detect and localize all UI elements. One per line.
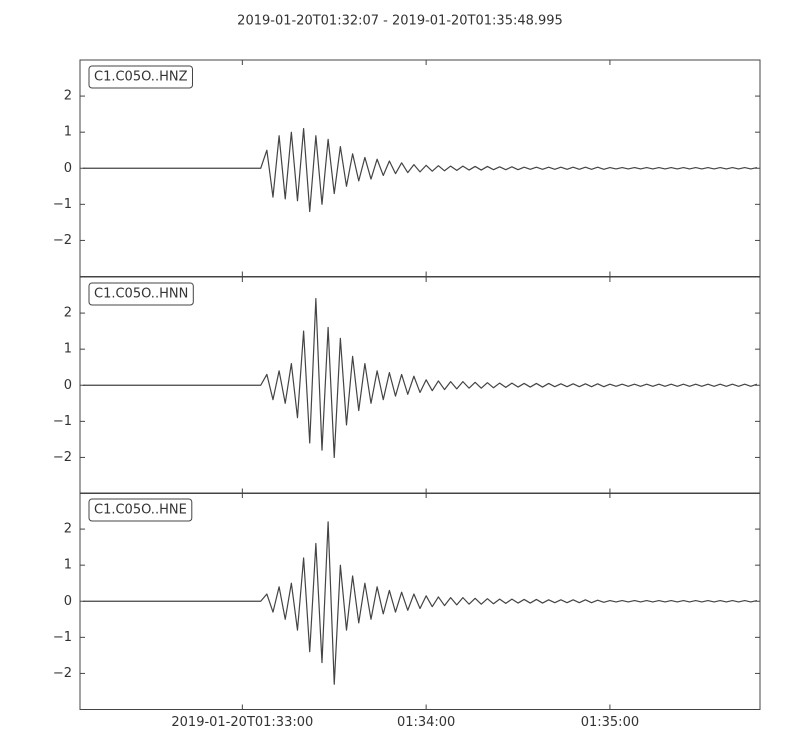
y-tick-label: 0 xyxy=(64,161,72,176)
x-tick-label: 01:35:00 xyxy=(581,715,639,730)
trace-label-box xyxy=(88,282,194,306)
waveform xyxy=(83,298,758,459)
y-tick-label: 1 xyxy=(64,342,72,357)
trace-label-box xyxy=(88,498,193,522)
y-tick-label: −2 xyxy=(53,450,72,465)
x-tick-label: 2019-01-20T01:33:00 xyxy=(171,715,313,730)
x-tick-label: 01:34:00 xyxy=(397,715,455,730)
y-tick-label: −1 xyxy=(53,414,72,429)
y-tick-label: −2 xyxy=(53,666,72,681)
y-tick-label: 1 xyxy=(64,558,72,573)
y-tick-label: 0 xyxy=(64,594,72,609)
y-tick-label: −1 xyxy=(53,197,72,212)
y-tick-label: −2 xyxy=(53,233,72,248)
waveform xyxy=(83,521,758,685)
waveform xyxy=(83,127,758,213)
chart-title: 2019-01-20T01:32:07 - 2019-01-20T01:35:4… xyxy=(237,14,563,29)
y-tick-label: 2 xyxy=(64,522,72,537)
trace-label-box xyxy=(88,65,193,89)
trace-label: C1.C05O..HNE xyxy=(94,503,187,518)
y-tick-label: 2 xyxy=(64,89,72,104)
trace-label: C1.C05O..HNN xyxy=(94,287,188,302)
y-tick-label: 0 xyxy=(64,378,72,393)
y-tick-label: 2 xyxy=(64,306,72,321)
trace-label: C1.C05O..HNZ xyxy=(94,70,188,85)
y-tick-label: 1 xyxy=(64,125,72,140)
y-tick-label: −1 xyxy=(53,630,72,645)
